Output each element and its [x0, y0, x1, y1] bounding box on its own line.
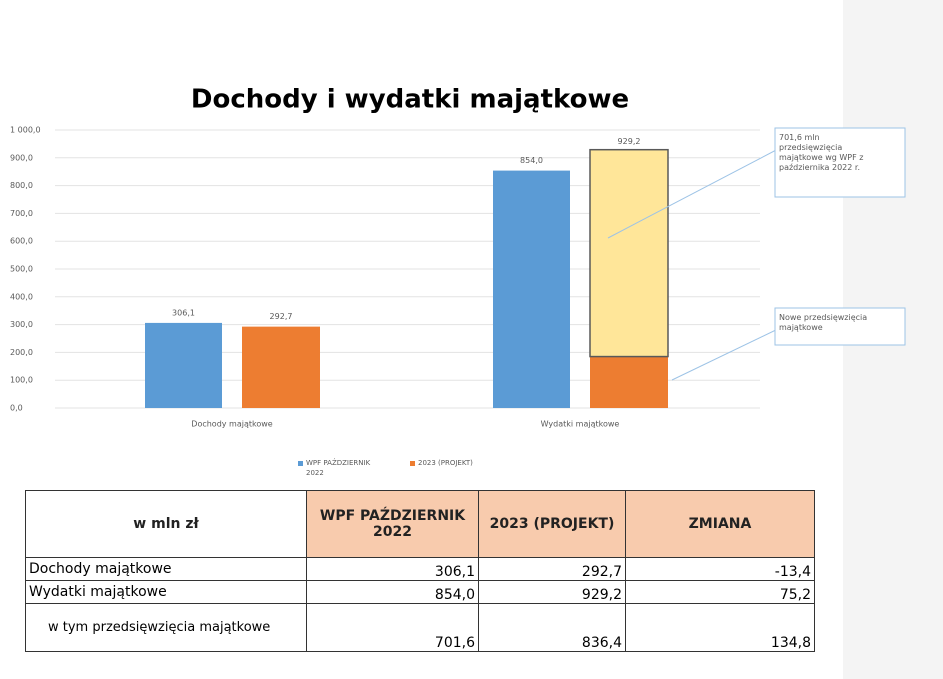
data-label: 929,2 — [618, 137, 641, 146]
y-tick-label: 800,0 — [10, 181, 33, 190]
legend-swatch — [410, 461, 415, 466]
table-cell: w mln zł — [25, 490, 307, 558]
y-tick-label: 700,0 — [10, 209, 33, 218]
legend-label: WPF PAŹDZIERNIK 2022 — [306, 459, 371, 477]
bar — [493, 170, 570, 408]
y-tick-label: 200,0 — [10, 348, 33, 357]
table-cell: 292,7 — [478, 557, 626, 581]
table-cell: -13,4 — [625, 557, 815, 581]
y-tick-label: 100,0 — [10, 376, 33, 385]
y-tick-label: 300,0 — [10, 320, 33, 329]
table: w mln zł WPF PAŹDZIERNIK 2022 2023 (PROJEK… — [25, 490, 815, 652]
table-cell: 2023 (PROJEKT) — [478, 490, 626, 558]
table-cell: w tym przedsięwzięcia majątkowe — [25, 603, 307, 652]
table-cell: 134,8 — [625, 603, 815, 652]
table-row: Dochody majątkowe 306,1 292,7 -13,4 — [25, 557, 815, 581]
callout-text: 701,6 mln przedsięwzięcia majątkowe wg W… — [779, 133, 864, 172]
callout: Nowe przedsięwzięcia majątkowe — [779, 313, 868, 332]
table-cell: 75,2 — [625, 580, 815, 604]
callout: 701,6 mln przedsięwzięcia majątkowe wg W… — [779, 133, 864, 172]
y-tick-label: 600,0 — [10, 237, 33, 246]
legend-label: 2023 (PROJEKT) — [418, 459, 473, 467]
callout-box — [774, 307, 906, 346]
table-cell: 836,4 — [478, 603, 626, 652]
x-tick-label: Dochody majątkowe — [191, 420, 273, 429]
table-cell: 701,6 — [306, 603, 479, 652]
bar — [145, 322, 222, 408]
table-cell: Wydatki majątkowe — [25, 580, 307, 604]
y-tick-label: 500,0 — [10, 265, 33, 274]
data-label: 292,7 — [270, 312, 293, 321]
table-cell: 854,0 — [306, 580, 479, 604]
table-cell: 306,1 — [306, 557, 479, 581]
header-row: w mln zł WPF PAŹDZIERNIK 2022 2023 (PROJEK… — [25, 490, 815, 558]
table-cell: Dochody majątkowe — [25, 557, 307, 581]
callout-text: Nowe przedsięwzięcia majątkowe — [779, 313, 868, 332]
y-tick-label: 900,0 — [10, 153, 33, 162]
table-cell: ZMIANA — [625, 490, 815, 558]
callout-box — [774, 127, 906, 198]
y-tick-label: 1 000,0 — [10, 126, 41, 135]
bar — [589, 148, 669, 358]
callout-line — [607, 147, 781, 239]
data-label: 306,1 — [172, 308, 195, 317]
bar — [590, 356, 668, 408]
bar — [242, 326, 320, 408]
y-tick-label: 400,0 — [10, 292, 33, 301]
y-tick-label: 0,0 — [10, 404, 23, 413]
table-cell: WPF PAŹDZIERNIK 2022 — [306, 490, 479, 558]
data-label: 854,0 — [520, 156, 543, 165]
legend-swatch — [298, 461, 303, 466]
chart-title: Dochody i wydatki majątkowe — [191, 85, 629, 115]
table-row: Wydatki majątkowe 854,0 929,2 75,2 — [25, 580, 815, 604]
table-cell: 929,2 — [478, 580, 626, 604]
callout-line — [671, 327, 781, 381]
x-tick-label: Wydatki majątkowe — [541, 420, 620, 429]
table-row: w tym przedsięwzięcia majątkowe 701,6 836,… — [25, 603, 815, 652]
